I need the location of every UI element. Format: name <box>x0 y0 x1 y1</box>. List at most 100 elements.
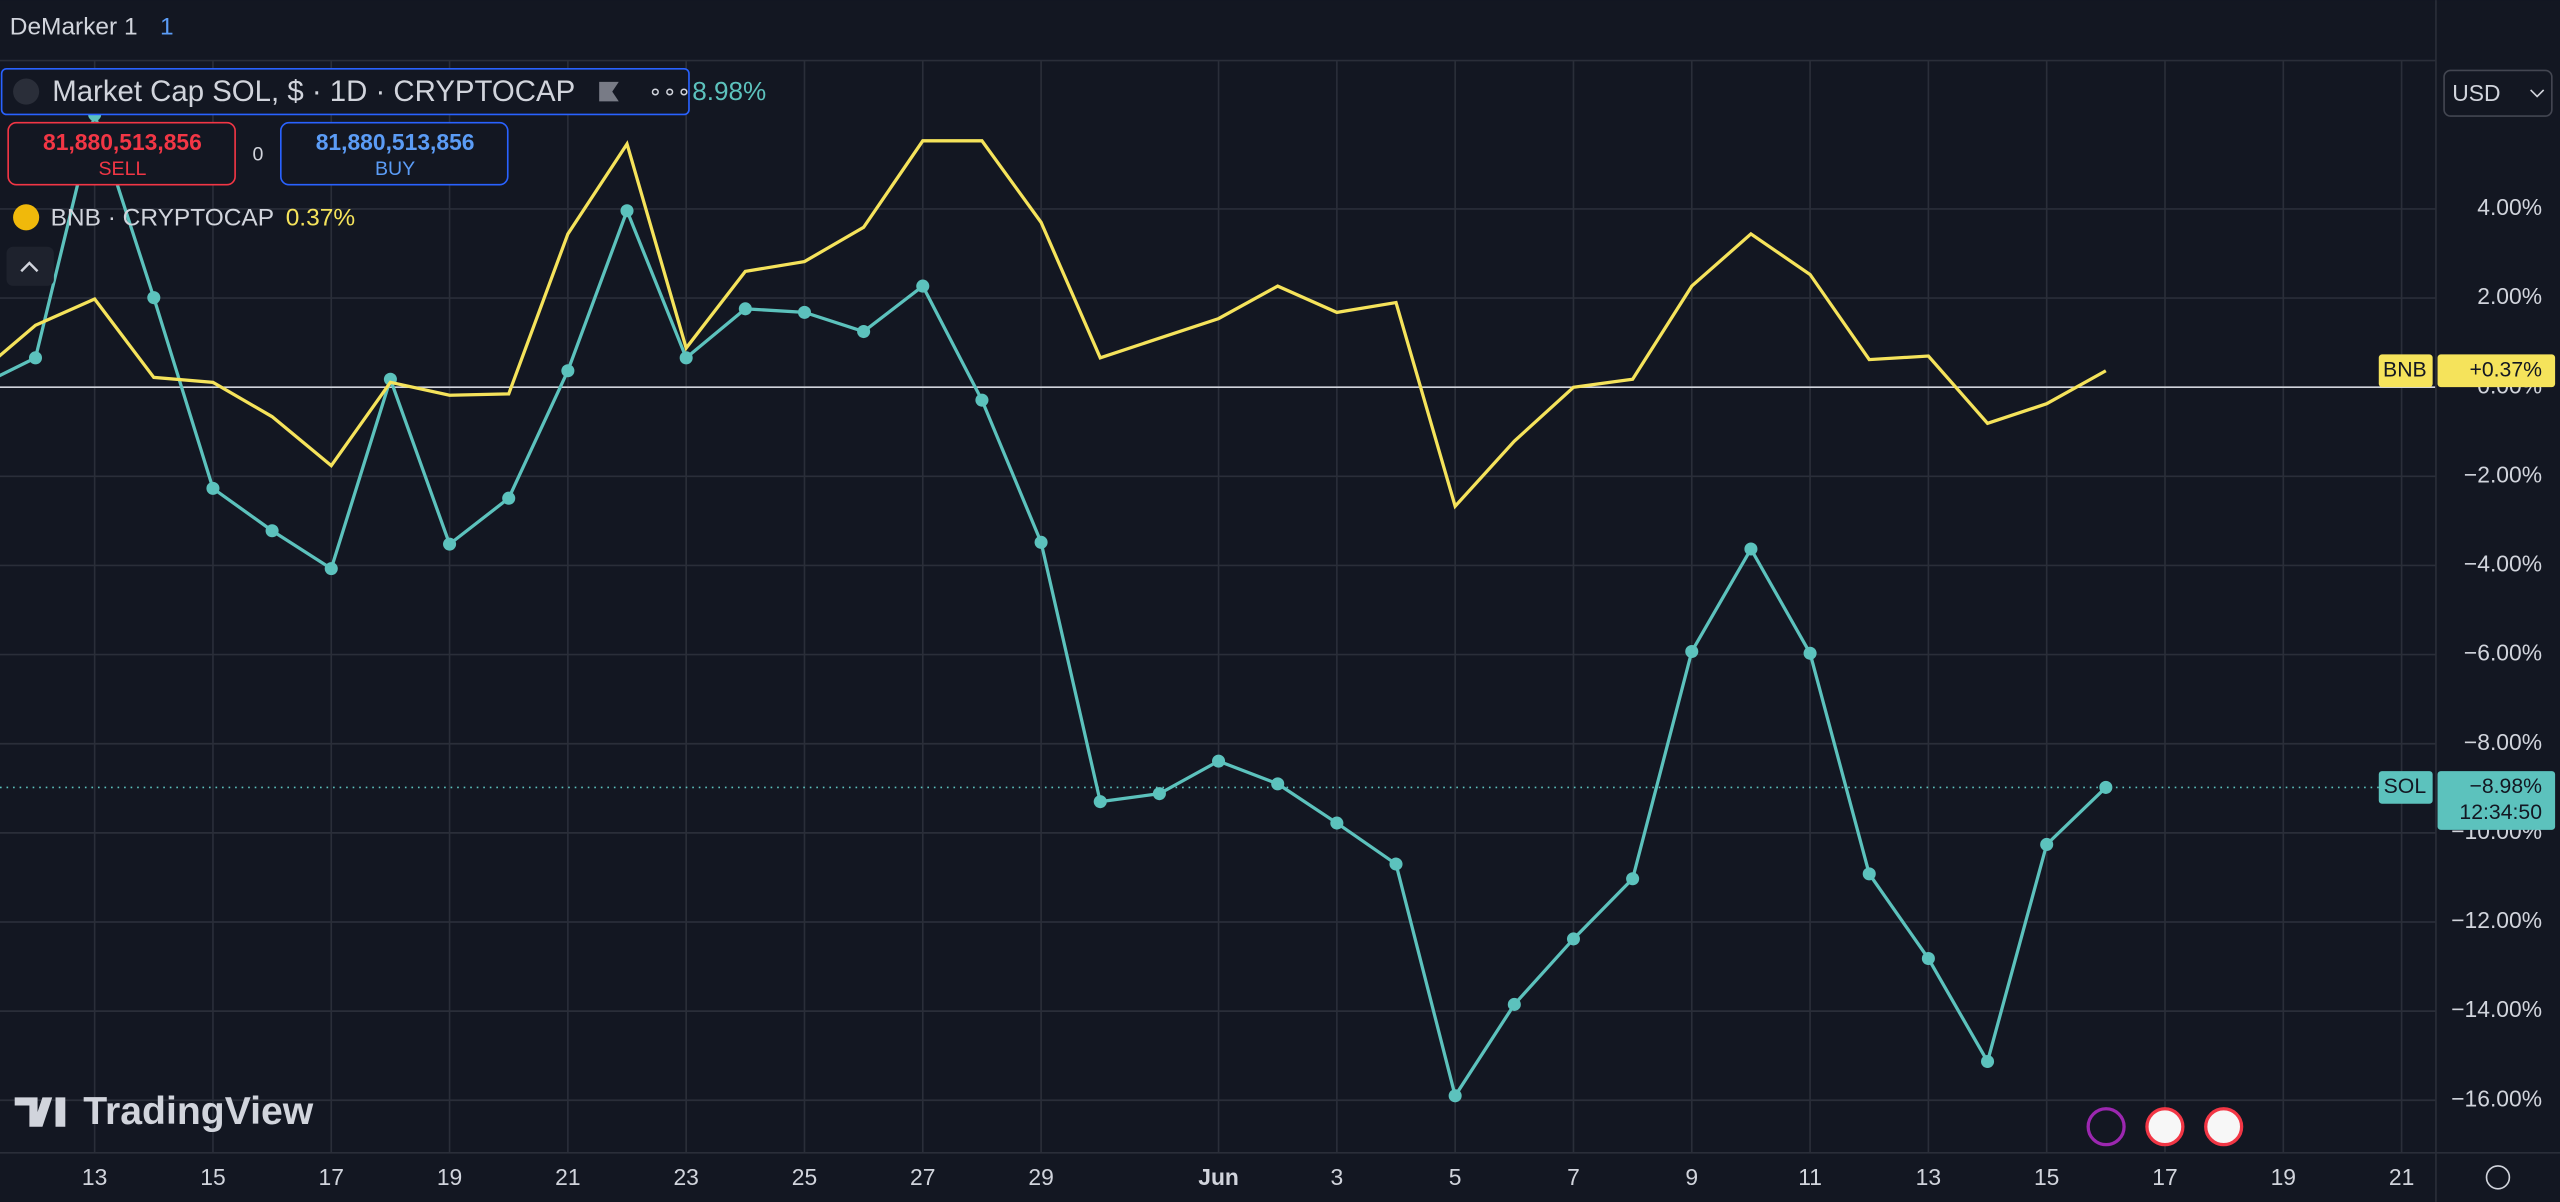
price-tag <box>2437 354 2556 388</box>
event-icon[interactable] <box>2204 1107 2244 1147</box>
x-tick-label: 13 <box>1916 1164 1941 1190</box>
x-tick-label: 5 <box>1449 1164 1462 1190</box>
series-tag <box>2378 771 2433 804</box>
event-icon[interactable] <box>2086 1107 2126 1147</box>
x-tick-label: 19 <box>2271 1164 2296 1190</box>
x-tick-label: 9 <box>1685 1164 1698 1190</box>
y-tick-label: −16.00% <box>2451 1085 2542 1111</box>
point <box>28 351 43 365</box>
y-tick-label: −2.00% <box>2464 461 2542 487</box>
buy-price: 81,880,513,856 <box>316 129 475 155</box>
y-tick-label: 4.00% <box>2477 194 2542 220</box>
point <box>1507 997 1521 1011</box>
x-tick-label: 17 <box>319 1164 344 1190</box>
point <box>2040 837 2054 851</box>
currency-select[interactable] <box>2443 69 2553 117</box>
x-tick-label: 17 <box>2152 1164 2177 1190</box>
point <box>975 393 989 407</box>
price-tag <box>2437 771 2556 830</box>
series-line <box>0 139 2107 510</box>
price-tags: BNB +0.37% SOL −8.98% 12:34:50 <box>0 354 2556 830</box>
bnb-icon <box>13 204 40 231</box>
x-tick-label: 21 <box>555 1164 580 1190</box>
point <box>502 491 516 505</box>
point <box>916 279 930 293</box>
sell-price: 81,880,513,856 <box>43 129 202 155</box>
point <box>738 302 752 316</box>
dropdown-icon <box>2530 89 2545 98</box>
point <box>1921 952 1935 966</box>
y-tick-label: −14.00% <box>2451 996 2542 1022</box>
x-tick-label: 29 <box>1028 1164 1053 1190</box>
x-tick-label: 7 <box>1567 1164 1580 1190</box>
point <box>324 562 338 576</box>
point <box>2099 780 2113 794</box>
point <box>620 204 634 218</box>
y-tick-label: −4.00% <box>2464 551 2542 577</box>
point <box>1389 857 1403 871</box>
x-tick-label: 27 <box>910 1164 935 1190</box>
point <box>206 481 220 495</box>
point <box>1271 777 1285 791</box>
point <box>1862 867 1876 881</box>
x-tick-label: 25 <box>792 1164 817 1190</box>
point <box>1626 872 1640 886</box>
price-tag-label: −8.98% <box>2469 775 2542 798</box>
y-tick-label: 2.00% <box>2477 283 2542 309</box>
point <box>561 364 575 378</box>
x-tick-label: Jun <box>1198 1164 1239 1190</box>
brand: TradingView <box>83 1090 314 1133</box>
symbol-change: 8.98% <box>692 76 766 106</box>
point <box>797 305 812 319</box>
point <box>1034 535 1048 549</box>
more-icon[interactable]: ∘∘∘ <box>648 78 691 104</box>
x-tick-label: 23 <box>673 1164 698 1190</box>
buy-button[interactable] <box>280 121 509 186</box>
point <box>1744 542 1758 556</box>
point <box>1093 795 1107 809</box>
series-tag <box>2378 354 2433 388</box>
spread: 0 <box>253 143 264 165</box>
collapse-icon <box>20 261 39 273</box>
countdown: 12:34:50 <box>2459 801 2542 824</box>
x-tick-label: 11 <box>1798 1164 1822 1190</box>
point <box>857 325 871 339</box>
symbol-box[interactable] <box>0 67 690 116</box>
x-tick-label: 13 <box>82 1164 107 1190</box>
x-tick-label: 21 <box>2389 1164 2414 1190</box>
point <box>1566 932 1580 946</box>
point <box>1212 754 1226 768</box>
plot <box>0 107 2113 1103</box>
point <box>1981 1054 1995 1069</box>
compare-symbol: BNB · CRYPTOCAP <box>51 204 274 231</box>
settings-icon[interactable] <box>2485 1165 2511 1190</box>
x-tick-label: 15 <box>200 1164 225 1190</box>
indicator-value: 1 <box>160 13 174 40</box>
flag-icon[interactable] <box>599 81 619 102</box>
grid <box>0 60 2436 1153</box>
sell-button[interactable] <box>7 121 236 186</box>
sell-label: SELL <box>98 158 146 180</box>
compare-change: 0.37% <box>286 204 355 231</box>
y-tick-label: −6.00% <box>2464 640 2542 666</box>
point <box>443 537 457 551</box>
collapse-button[interactable] <box>6 246 54 286</box>
point <box>265 524 279 538</box>
point <box>1448 1089 1462 1103</box>
x-tick-label: 19 <box>437 1164 462 1190</box>
brand-logo <box>14 1097 66 1127</box>
x-tick-label: 15 <box>2034 1164 2059 1190</box>
point <box>1685 644 1699 659</box>
point <box>1803 646 1817 660</box>
point <box>679 351 693 365</box>
price-tag-label: +0.37% <box>2469 358 2542 381</box>
symbol: Market Cap SOL, $ · 1D · CRYPTOCAP <box>52 75 575 108</box>
point <box>1330 816 1344 830</box>
event-icon[interactable] <box>2145 1107 2185 1147</box>
point <box>147 291 161 305</box>
buy-label: BUY <box>375 158 415 180</box>
series-tag-name: SOL <box>2384 775 2427 798</box>
